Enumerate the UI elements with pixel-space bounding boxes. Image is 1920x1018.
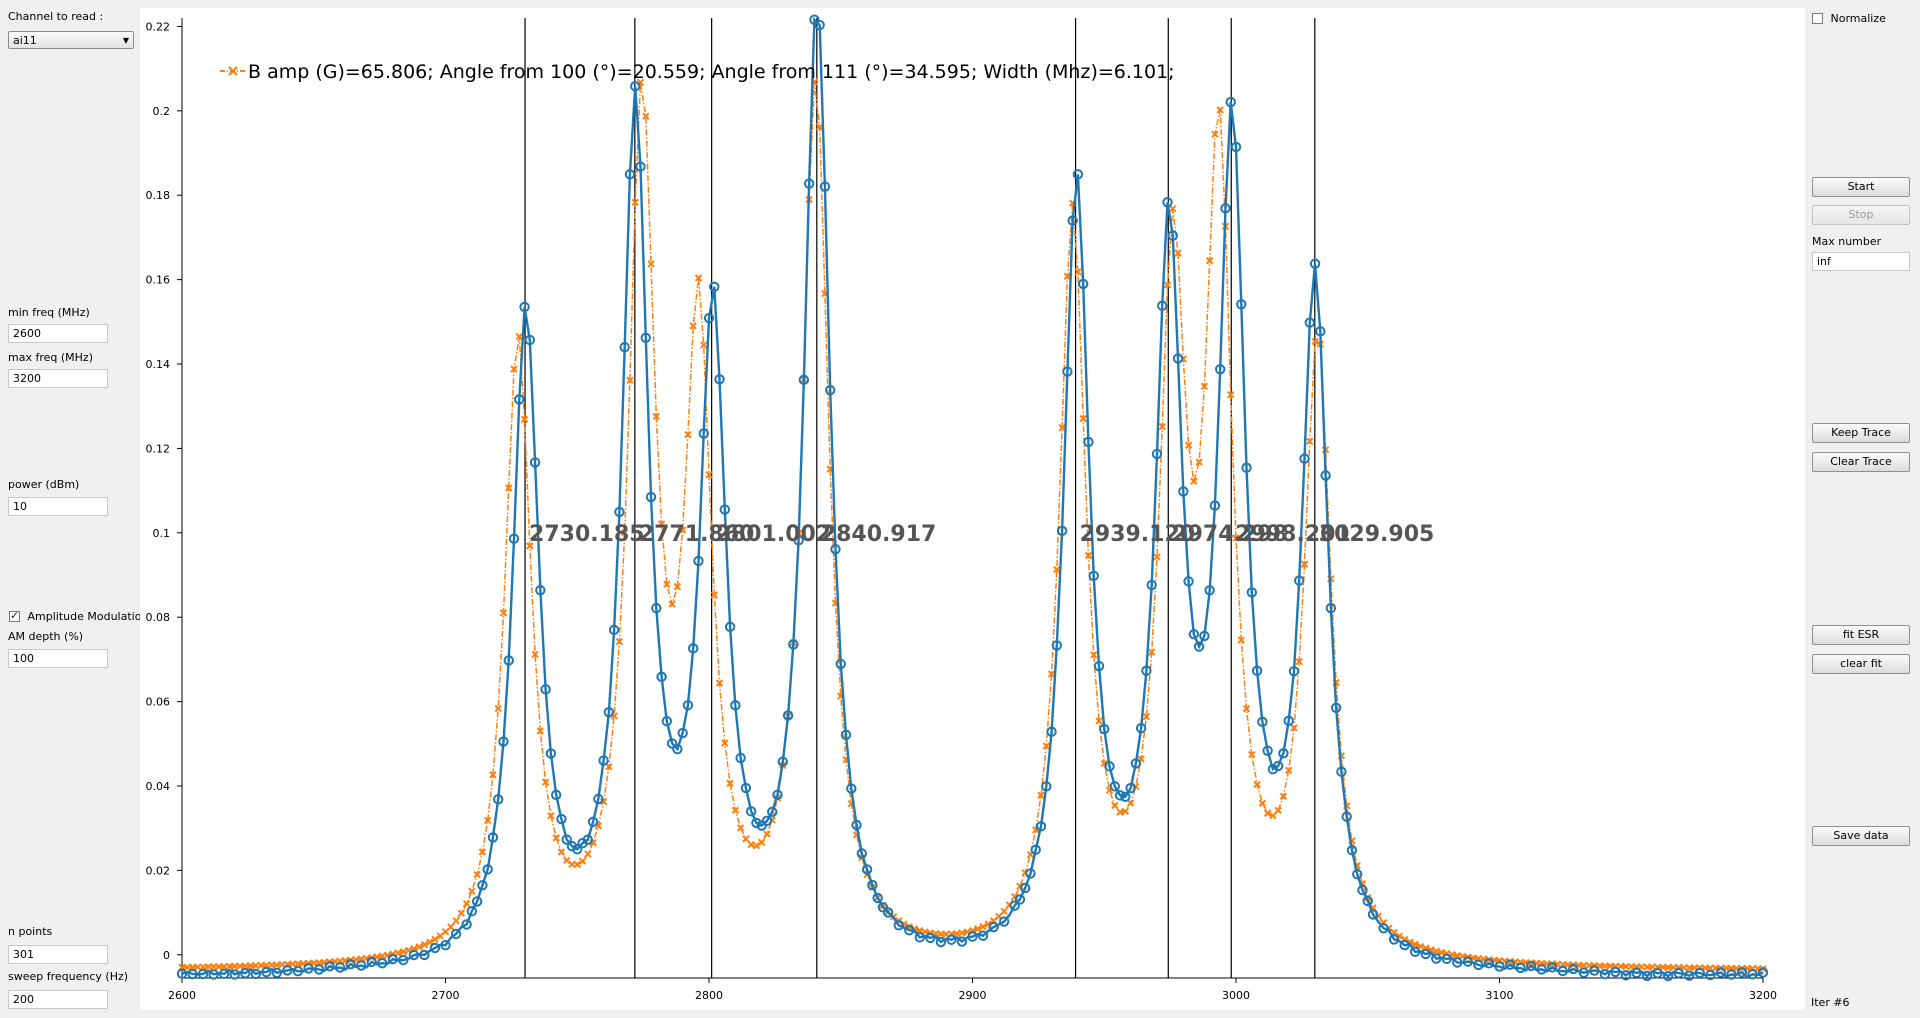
fit-point — [753, 843, 759, 849]
am-checkbox-row[interactable]: Amplitude Modulation — [9, 609, 148, 623]
y-tick-label: 0.04 — [146, 780, 171, 793]
normalize-checkbox[interactable] — [1812, 13, 1823, 24]
esr-spectrum-chart[interactable]: 2600 2700 2800 2900 3000 3100 3200 0 0.02 0.04 0.0… — [140, 8, 1805, 1010]
fit-point — [458, 910, 464, 916]
fit-point — [464, 901, 470, 907]
max-number-input[interactable] — [1812, 252, 1910, 271]
max-freq-label: max freq (MHz) — [8, 351, 93, 364]
x-tick-label: 2700 — [432, 989, 460, 1002]
y-tick-label: 0.08 — [146, 611, 171, 624]
fit-point — [1275, 807, 1281, 813]
power-input[interactable] — [8, 497, 108, 516]
fit-point — [580, 858, 586, 864]
y-tick-label: 0.22 — [146, 20, 171, 33]
x-tick-label: 3000 — [1222, 989, 1250, 1002]
fit-point — [453, 918, 459, 924]
am-checkbox[interactable] — [9, 611, 20, 622]
fit-point — [748, 842, 754, 848]
x-tick-label: 2600 — [168, 989, 196, 1002]
fit-point — [701, 342, 707, 348]
sweep-frequency-label: sweep frequency (Hz) — [8, 970, 128, 983]
fit-series — [179, 79, 1766, 972]
fit-point — [448, 924, 454, 930]
plot-area[interactable]: 2600 2700 2800 2900 3000 3100 3200 0 0.02 0.04 0.0… — [140, 8, 1805, 1010]
fit-point — [1154, 554, 1160, 560]
fit-point — [1186, 442, 1192, 448]
data-series-line — [182, 20, 1763, 977]
y-tick-label: 0.14 — [146, 358, 171, 371]
channel-label: Channel to read : — [8, 10, 103, 23]
min-freq-label: min freq (MHz) — [8, 306, 90, 319]
stop-button[interactable]: Stop — [1812, 205, 1910, 225]
y-tick-label: 0.16 — [146, 274, 171, 287]
y-tick-label: 0.18 — [146, 189, 171, 202]
y-tick-label: 0.2 — [153, 105, 171, 118]
iteration-counter: Iter #6 — [1811, 996, 1850, 1009]
marker-label: 2801.002 — [716, 522, 832, 547]
y-tick-label: 0.12 — [146, 442, 171, 455]
clear-trace-button[interactable]: Clear Trace — [1812, 452, 1910, 472]
fit-point — [690, 323, 696, 329]
am-depth-input[interactable] — [8, 649, 108, 668]
data-series — [178, 16, 1767, 981]
fit-point — [1001, 908, 1007, 914]
fit-point — [495, 705, 501, 711]
clear-fit-button[interactable]: clear fit — [1812, 654, 1910, 674]
n-points-label: n points — [8, 925, 52, 938]
keep-trace-button[interactable]: Keep Trace — [1812, 423, 1910, 443]
fit-point — [558, 849, 564, 855]
fit-point — [1259, 800, 1265, 806]
fit-series-line — [182, 82, 1763, 969]
y-tick-label: 0.1 — [153, 527, 171, 540]
normalize-checkbox-row[interactable]: Normalize — [1812, 11, 1886, 25]
fit-point — [743, 836, 749, 842]
x-tick-label: 3100 — [1486, 989, 1514, 1002]
fit-point — [432, 936, 438, 942]
power-label: power (dBm) — [8, 478, 79, 491]
fit-point — [648, 261, 654, 267]
fit-point — [443, 929, 449, 935]
axes: 2600 2700 2800 2900 3000 3100 3200 0 0.02 0.04 0.0… — [146, 18, 1778, 1002]
am-depth-label: AM depth (%) — [8, 630, 83, 643]
marker-label: 2730.185 — [529, 522, 645, 547]
x-tick-label: 2800 — [695, 989, 723, 1002]
normalize-label: Normalize — [1831, 12, 1886, 25]
start-button[interactable]: Start — [1812, 177, 1910, 197]
marker-lines — [525, 18, 1315, 978]
n-points-input[interactable] — [8, 945, 108, 964]
fit-point — [585, 851, 591, 857]
fit-point — [469, 888, 475, 894]
min-freq-input[interactable] — [8, 324, 108, 343]
am-checkbox-label: Amplitude Modulation — [28, 610, 149, 623]
max-number-label: Max number — [1812, 235, 1881, 248]
channel-select[interactable]: ai11 ▼ — [8, 31, 134, 49]
legend: B amp (G)=65.806; Angle from 100 (°)=20.… — [220, 61, 1175, 83]
max-freq-input[interactable] — [8, 369, 108, 388]
save-data-button[interactable]: Save data — [1812, 826, 1910, 846]
fit-point — [759, 839, 765, 845]
y-tick-label: 0.06 — [146, 696, 171, 709]
x-tick-label: 3200 — [1749, 989, 1777, 1002]
chevron-down-icon: ▼ — [123, 36, 129, 45]
fit-point — [1433, 948, 1439, 954]
marker-label: 3029.905 — [1319, 522, 1435, 547]
legend-text: B amp (G)=65.806; Angle from 100 (°)=20.… — [248, 61, 1175, 83]
y-tick-label: 0.02 — [146, 864, 171, 877]
fit-point — [764, 831, 770, 837]
fit-point — [574, 862, 580, 868]
marker-label: 2840.917 — [821, 522, 937, 547]
sweep-frequency-input[interactable] — [8, 990, 108, 1009]
y-tick-label: 0 — [163, 949, 170, 962]
channel-select-value: ai11 — [13, 34, 37, 47]
marker-labels: 2730.1852771.8602801.0022840.917 2939.120… — [529, 522, 1434, 547]
fit-esr-button[interactable]: fit ESR — [1812, 625, 1910, 645]
x-tick-label: 2900 — [959, 989, 987, 1002]
